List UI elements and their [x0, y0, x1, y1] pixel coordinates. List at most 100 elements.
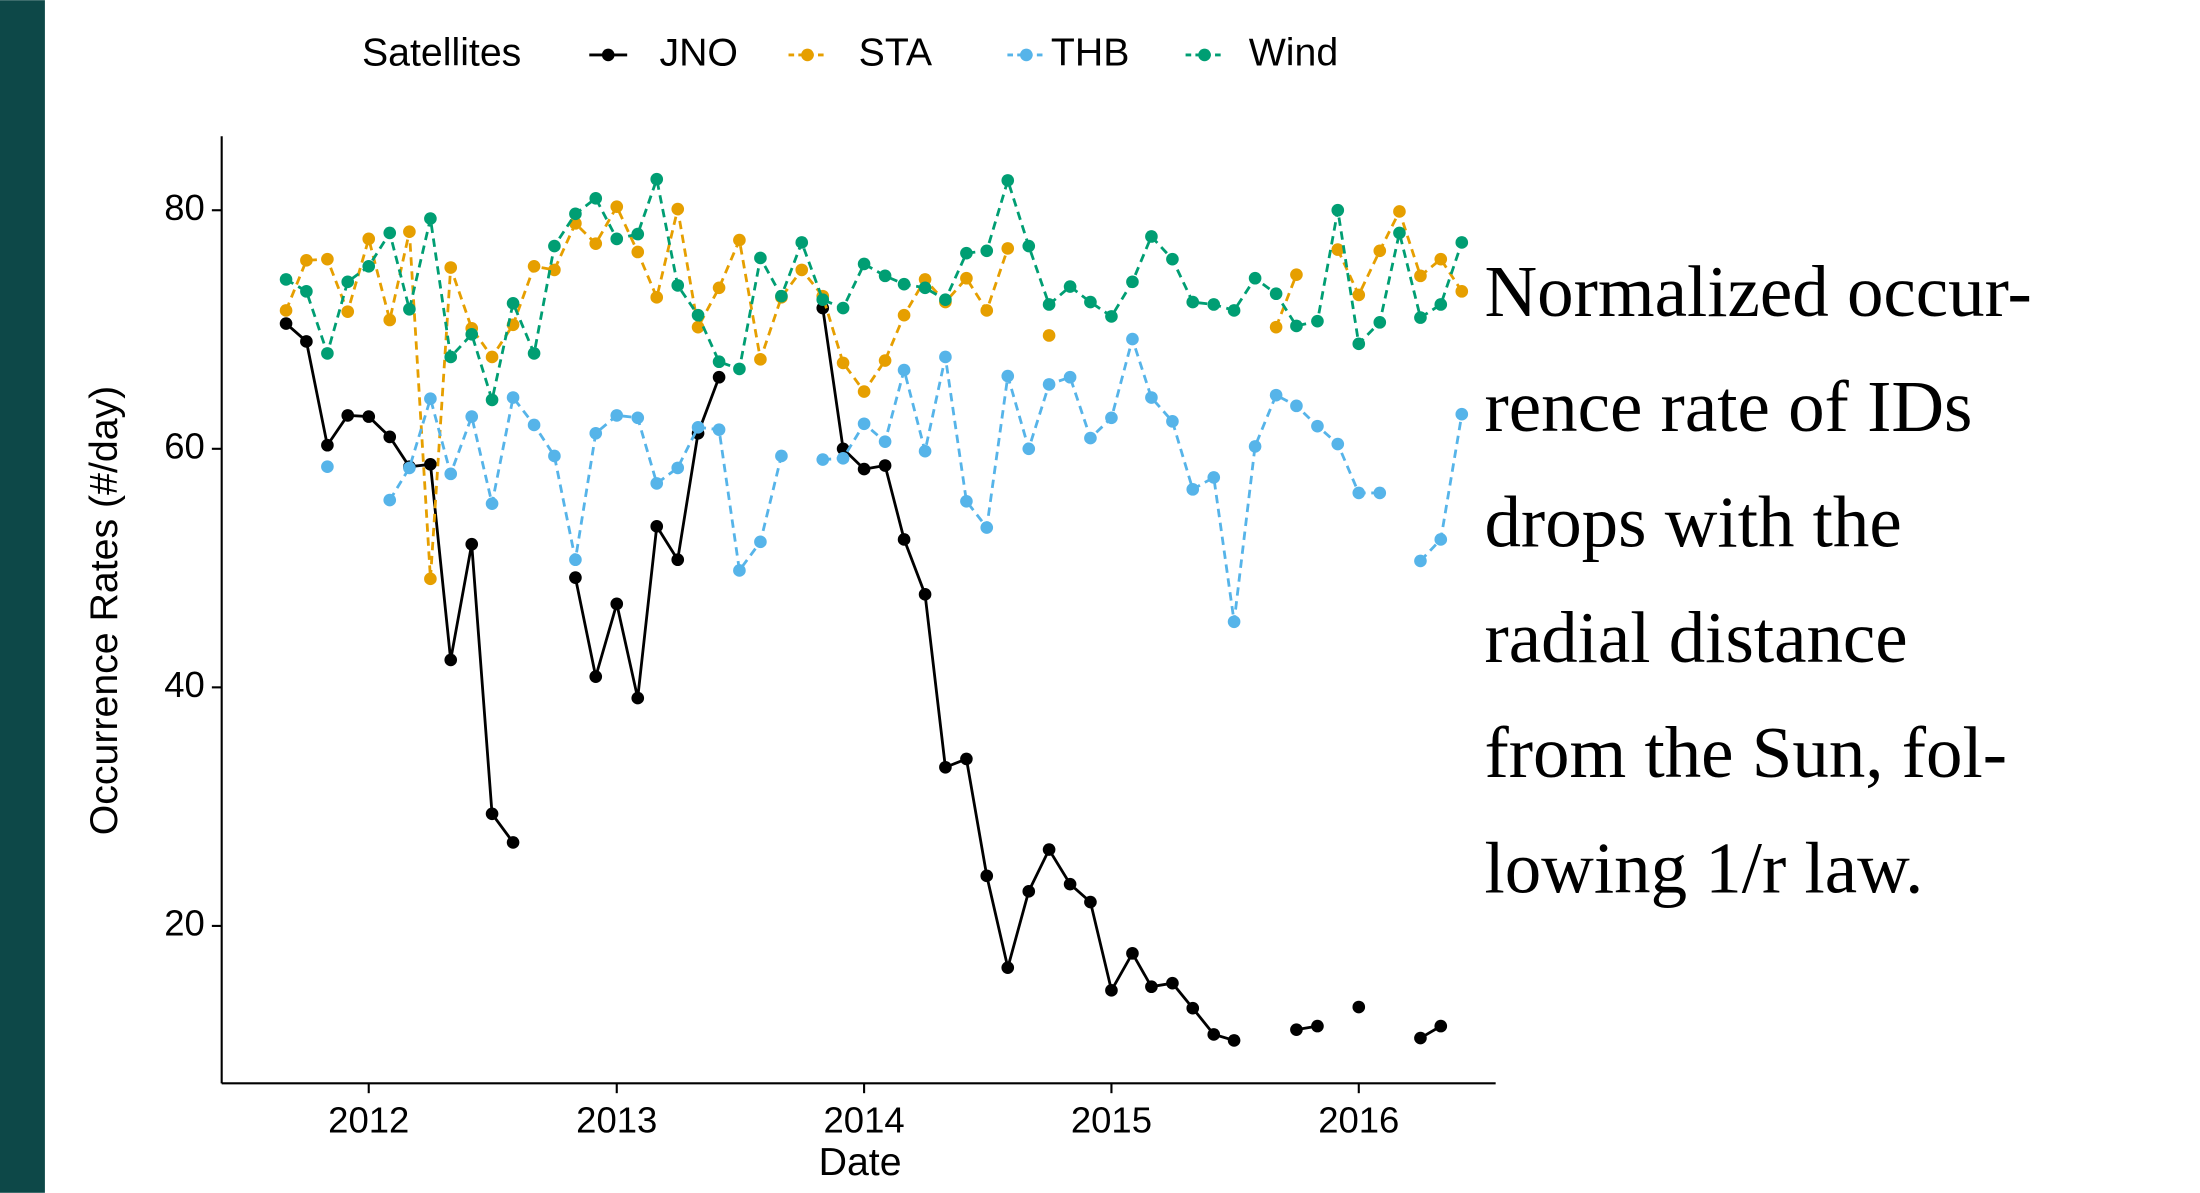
data-point: [1434, 298, 1448, 311]
data-point: [300, 335, 313, 348]
data-point: [1352, 1000, 1366, 1014]
data-point: [321, 252, 334, 266]
data-point: [857, 385, 871, 398]
data-point: [1455, 285, 1469, 298]
data-point: [1084, 895, 1097, 909]
y-axis-title: Occurrence Rates (#/day): [82, 386, 126, 836]
data-point: [857, 417, 871, 431]
data-point: [548, 263, 561, 277]
annotation-line: drops with the: [1484, 481, 1901, 562]
data-point: [878, 269, 892, 283]
data-point: [1227, 615, 1241, 629]
data-point: [1042, 298, 1056, 311]
data-point: [1393, 226, 1406, 240]
data-point: [1269, 287, 1283, 301]
data-point: [1166, 415, 1179, 428]
side-bar: [0, 0, 45, 1193]
data-point: [897, 533, 911, 546]
data-point: [1434, 1019, 1448, 1033]
data-point: [1105, 411, 1118, 425]
data-point: [795, 236, 809, 249]
data-point: [631, 245, 645, 259]
data-point: [754, 251, 767, 265]
data-point: [712, 370, 726, 384]
data-point: [424, 572, 437, 586]
data-point: [1414, 1031, 1427, 1045]
x-tick-label: 2014: [824, 1099, 905, 1140]
data-point: [918, 281, 932, 295]
data-point: [1331, 437, 1345, 451]
x-tick-label: 2013: [576, 1099, 657, 1140]
data-point: [733, 564, 746, 577]
data-point: [465, 537, 479, 551]
data-point: [980, 244, 994, 258]
series-line: [388, 334, 1464, 622]
data-point: [1042, 843, 1056, 856]
data-point: [939, 293, 952, 307]
data-point: [1186, 295, 1200, 309]
data-point: [712, 423, 726, 437]
data-point: [1414, 269, 1427, 283]
data-point: [1126, 332, 1139, 346]
data-point: [485, 807, 499, 821]
data-point: [1331, 243, 1345, 256]
data-point: [1105, 984, 1118, 997]
data-point: [1042, 378, 1056, 391]
data-point: [1290, 268, 1303, 281]
data-point: [485, 393, 499, 407]
data-point: [1331, 203, 1345, 217]
data-point: [712, 281, 726, 295]
data-point: [1126, 275, 1139, 289]
data-point: [610, 409, 624, 422]
data-point: [1001, 242, 1015, 255]
data-point: [506, 836, 520, 849]
data-point: [589, 192, 603, 205]
data-point: [878, 435, 892, 448]
data-point: [1311, 419, 1324, 433]
data-point: [671, 461, 685, 475]
legend-label: STA: [859, 30, 933, 74]
data-point: [1186, 1001, 1200, 1015]
data-point: [816, 453, 830, 466]
data-point: [424, 392, 437, 406]
data-point: [403, 225, 416, 239]
data-point: [1227, 304, 1241, 317]
legend-label: THB: [1051, 30, 1130, 74]
data-point: [1207, 1028, 1221, 1041]
data-point: [897, 363, 911, 377]
data-point: [939, 350, 952, 364]
data-point: [610, 597, 624, 611]
data-point: [321, 347, 334, 360]
data-point: [733, 362, 746, 376]
data-point: [362, 232, 376, 246]
data-point: [1227, 1034, 1241, 1047]
data-point: [1311, 1019, 1324, 1033]
data-point: [1063, 280, 1077, 293]
data-point: [939, 760, 952, 774]
data-point: [980, 869, 994, 883]
data-point: [1290, 319, 1303, 333]
x-axis-title: Date: [819, 1140, 902, 1184]
legend-marker: [601, 48, 615, 62]
data-point: [444, 261, 458, 274]
data-point: [775, 289, 788, 303]
annotation-line: Normalized occur-: [1484, 251, 2031, 332]
data-point: [506, 391, 520, 404]
data-point: [403, 461, 416, 475]
data-point: [1022, 239, 1036, 253]
data-point: [300, 254, 313, 267]
data-point: [691, 421, 705, 434]
annotation-line: rence rate of IDs: [1484, 366, 1972, 447]
annotation-line: from the Sun, fol-: [1484, 712, 2007, 793]
data-point: [897, 277, 911, 291]
data-point: [836, 301, 850, 315]
data-point: [712, 355, 726, 369]
data-point: [589, 237, 603, 250]
data-point: [444, 467, 458, 481]
data-point: [527, 347, 541, 360]
data-point: [980, 304, 994, 317]
data-point: [527, 418, 541, 432]
data-point: [1063, 370, 1077, 384]
